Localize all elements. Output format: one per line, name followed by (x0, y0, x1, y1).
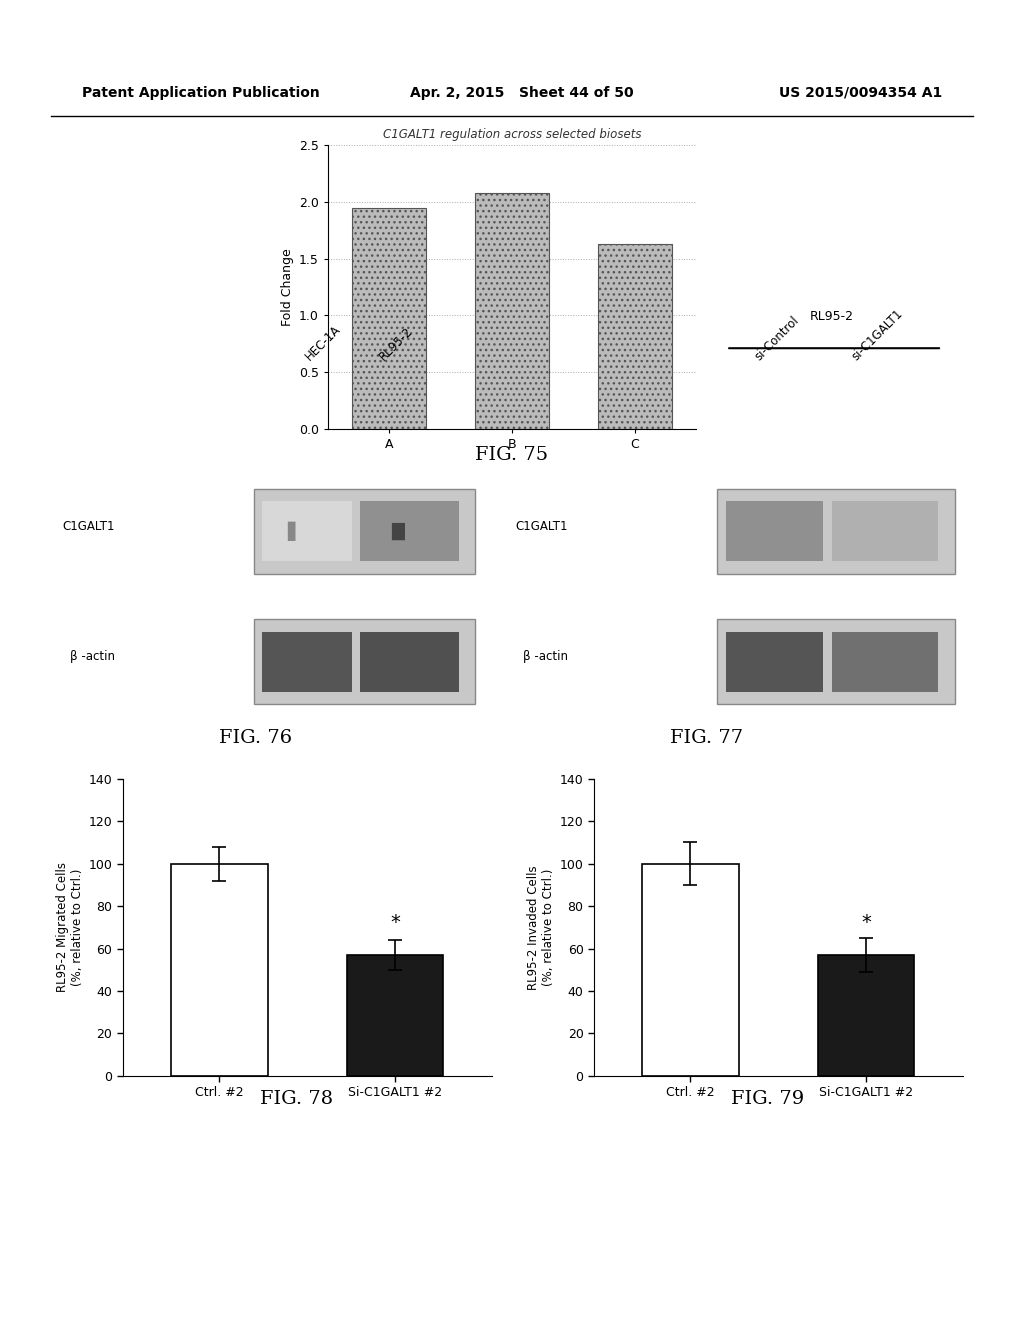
Text: si-C1GALT1: si-C1GALT1 (850, 308, 905, 363)
FancyBboxPatch shape (726, 632, 823, 692)
Text: Patent Application Publication: Patent Application Publication (82, 86, 319, 100)
Bar (171, 863, 267, 1076)
Text: si-Control: si-Control (753, 314, 802, 363)
FancyBboxPatch shape (360, 632, 459, 692)
Y-axis label: RL95-2 Invaded Cells
(%, relative to Ctrl.): RL95-2 Invaded Cells (%, relative to Ctr… (527, 865, 555, 990)
FancyBboxPatch shape (831, 502, 938, 561)
FancyBboxPatch shape (718, 488, 955, 574)
Text: RL95-2: RL95-2 (377, 325, 416, 363)
Bar (352, 207, 426, 429)
Bar (475, 193, 549, 429)
Title: C1GALT1 regulation across selected biosets: C1GALT1 regulation across selected biose… (383, 128, 641, 141)
Text: FIG. 78: FIG. 78 (260, 1090, 334, 1109)
Text: US 2015/0094354 A1: US 2015/0094354 A1 (779, 86, 942, 100)
Text: HEC-1A: HEC-1A (303, 323, 344, 363)
Text: ▌: ▌ (288, 521, 302, 541)
Text: FIG. 79: FIG. 79 (731, 1090, 805, 1109)
FancyBboxPatch shape (831, 632, 938, 692)
Text: β -actin: β -actin (522, 651, 567, 663)
Text: FIG. 77: FIG. 77 (670, 729, 743, 747)
Text: Apr. 2, 2015   Sheet 44 of 50: Apr. 2, 2015 Sheet 44 of 50 (410, 86, 633, 100)
Text: FIG. 75: FIG. 75 (475, 446, 549, 465)
FancyBboxPatch shape (262, 632, 352, 692)
Bar (598, 244, 672, 429)
Text: RL95-2: RL95-2 (810, 310, 854, 323)
FancyBboxPatch shape (254, 488, 475, 574)
FancyBboxPatch shape (360, 502, 459, 561)
FancyBboxPatch shape (262, 502, 352, 561)
Bar (347, 954, 443, 1076)
Text: *: * (861, 912, 871, 932)
Text: β -actin: β -actin (70, 651, 115, 663)
Bar (642, 863, 738, 1076)
Text: *: * (390, 912, 400, 932)
Text: █: █ (391, 523, 403, 540)
Y-axis label: Fold Change: Fold Change (282, 248, 295, 326)
Text: C1GALT1: C1GALT1 (515, 520, 567, 533)
FancyBboxPatch shape (718, 619, 955, 705)
Bar (818, 954, 914, 1076)
Y-axis label: RL95-2 Migrated Cells
(%, relative to Ctrl.): RL95-2 Migrated Cells (%, relative to Ct… (56, 862, 84, 993)
Text: C1GALT1: C1GALT1 (62, 520, 115, 533)
Text: FIG. 76: FIG. 76 (219, 729, 293, 747)
FancyBboxPatch shape (254, 619, 475, 705)
FancyBboxPatch shape (726, 502, 823, 561)
